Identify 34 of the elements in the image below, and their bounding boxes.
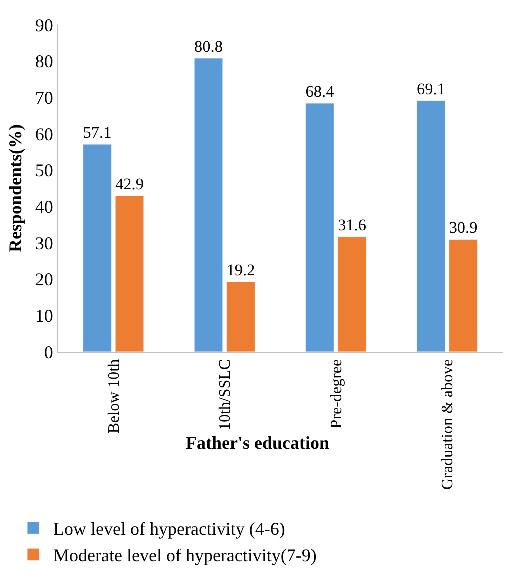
y-tick-label: 30	[35, 233, 54, 254]
x-tick-label: 10th/SSLC	[217, 359, 234, 431]
data-label: 19.2	[226, 262, 256, 280]
bar	[83, 144, 112, 352]
x-axis-title: Father's education	[186, 433, 330, 453]
bar	[306, 103, 334, 352]
x-tick-label: Graduation & above	[440, 359, 457, 490]
bar	[226, 282, 256, 352]
legend-label: Low level of hyperactivity (4-6)	[54, 519, 286, 540]
y-tick-label: 60	[35, 124, 54, 144]
y-tick-label: 70	[35, 88, 54, 108]
data-label: 30.9	[449, 219, 478, 238]
y-tick-label: 40	[35, 196, 54, 217]
y-tick-label: 0	[44, 342, 54, 362]
data-label: 69.1	[417, 80, 446, 98]
x-tick-label: Pre-degree	[328, 359, 346, 429]
y-tick-label: 50	[35, 160, 54, 181]
data-label: 42.9	[116, 176, 144, 194]
y-tick-label: 90	[35, 15, 54, 36]
bar	[338, 236, 367, 352]
legend-label: Moderate level of hyperactivity(7-9)	[54, 546, 317, 566]
data-label: 31.6	[338, 216, 366, 235]
x-tick-label: Below 10th	[106, 359, 123, 434]
y-tick-label: 20	[35, 270, 54, 290]
data-label: 80.8	[194, 38, 223, 56]
bar	[115, 196, 144, 352]
bar	[194, 58, 224, 352]
bar	[449, 239, 478, 352]
bar	[416, 100, 446, 352]
y-tick-label: 80	[35, 52, 54, 72]
data-label: 57.1	[83, 124, 112, 142]
y-tick-label: 10	[35, 306, 54, 326]
y-axis-title: Respondents(%)	[6, 124, 26, 253]
data-label: 68.4	[306, 82, 334, 101]
